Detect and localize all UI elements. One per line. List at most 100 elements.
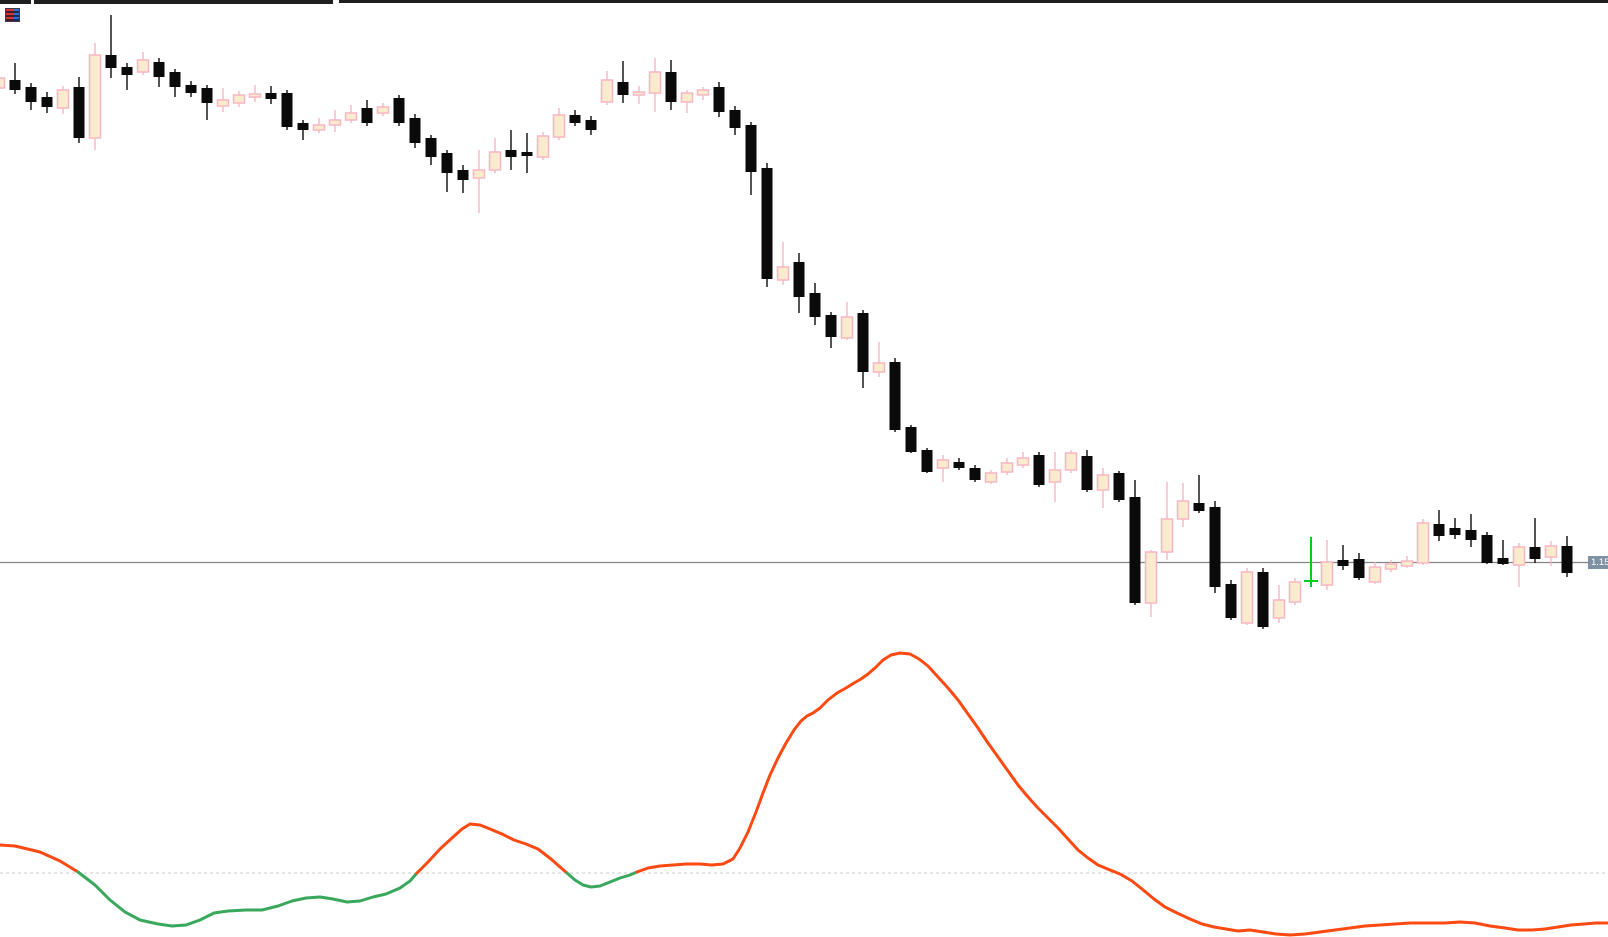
bull-candle-body	[1048, 469, 1062, 483]
bull-candle-body	[1368, 566, 1382, 583]
bull-candle-body	[1320, 561, 1334, 586]
bear-candle-body	[1129, 497, 1141, 603]
bear-candle-body	[409, 118, 421, 143]
bear-candle-body	[153, 62, 165, 77]
top-border-segment	[34, 0, 333, 4]
bear-candle-body	[393, 98, 405, 123]
bear-candle-body	[1529, 547, 1541, 559]
bear-candle-body	[41, 97, 53, 107]
bull-candle-body	[1512, 546, 1526, 566]
bull-candle-body	[56, 89, 70, 109]
bid-price-label: 1.15	[1588, 556, 1608, 569]
bull-candle-body	[328, 119, 342, 126]
bear-candle-body	[905, 427, 917, 452]
bear-candle-body	[265, 93, 277, 99]
bear-candle-body	[121, 67, 133, 75]
bear-candle-body	[1353, 559, 1365, 578]
bull-candle-body	[696, 89, 710, 96]
bull-candle-body	[312, 124, 326, 131]
bear-candle-body	[969, 468, 981, 480]
bear-candle-body	[761, 168, 773, 279]
bull-candle-body	[1064, 452, 1078, 471]
bull-candle-body	[216, 99, 230, 107]
chart-list-icon-right	[12, 9, 19, 21]
bear-candle-body	[201, 88, 213, 103]
bear-candle-body	[185, 85, 197, 93]
bear-candle-body	[889, 362, 901, 430]
bear-candle-body	[457, 170, 469, 180]
bear-candle-body	[1033, 455, 1045, 485]
bear-candle-body	[73, 87, 85, 138]
bull-candle-body	[632, 91, 646, 96]
bull-candle-body	[1272, 599, 1286, 619]
bear-candle-body	[745, 125, 757, 172]
bear-candle-body	[1209, 507, 1221, 587]
bull-candle-body	[136, 59, 150, 73]
bear-candle-body	[809, 293, 821, 317]
bear-candle-body	[1337, 560, 1349, 566]
bull-candle-body	[248, 93, 262, 98]
bull-candle-body	[344, 112, 358, 121]
bear-candle-body	[1497, 558, 1509, 564]
bear-candle-body	[1113, 473, 1125, 500]
bear-candle-body	[105, 55, 117, 68]
bear-candle-body	[9, 80, 21, 90]
bear-candle-body	[425, 138, 437, 157]
bull-candle-body	[1416, 522, 1430, 564]
bear-candle-body	[281, 93, 293, 127]
oscillator-line-segment	[76, 870, 419, 928]
bull-candle-body	[936, 459, 950, 469]
bear-candle-body	[169, 72, 181, 87]
oscillator-line-segment	[0, 843, 80, 874]
bear-candle-body	[921, 450, 933, 472]
bear-candle-body	[1081, 456, 1093, 490]
bear-candle-body	[953, 462, 965, 468]
bear-candle-body	[1257, 572, 1269, 627]
bull-candle-body	[88, 54, 102, 139]
bear-candle-body	[297, 123, 309, 130]
bear-candle-body	[585, 120, 597, 130]
bear-candle-body	[1481, 535, 1493, 563]
bull-candle-body	[1240, 571, 1254, 624]
bear-candle-body	[569, 115, 581, 123]
bull-candle-body	[1096, 474, 1110, 491]
bull-candle-body	[984, 472, 998, 483]
bull-candle-body	[680, 92, 694, 103]
bear-candle-body	[441, 153, 453, 173]
bull-candle-body	[648, 71, 662, 94]
bear-candle-body	[857, 313, 869, 372]
bear-candle-body	[361, 108, 373, 123]
bear-candle-body	[825, 315, 837, 337]
bull-candle-body	[840, 316, 854, 339]
bull-candle-body	[472, 169, 486, 179]
bear-candle-body	[1433, 524, 1445, 536]
bid-price-value: 1.15	[1591, 557, 1608, 568]
bear-candle-body	[505, 150, 517, 157]
bull-candle-body	[0, 77, 6, 89]
bull-candle-body	[1288, 581, 1302, 603]
bull-candle-body	[1384, 563, 1398, 570]
bull-candle-body	[1160, 518, 1174, 553]
bull-candle-body	[376, 106, 390, 114]
bear-candle-body	[25, 87, 37, 102]
bull-candle-body	[1176, 500, 1190, 520]
bear-candle-body	[729, 110, 741, 128]
chart-list-icon[interactable]	[5, 8, 20, 22]
bull-candle-body	[600, 79, 614, 103]
bear-candle-body	[1193, 503, 1205, 511]
top-border-segment	[339, 0, 1608, 3]
bull-candle-body	[1016, 457, 1030, 466]
bear-candle-body	[713, 87, 725, 112]
bull-candle-body	[536, 135, 550, 158]
bull-candle-body	[488, 151, 502, 171]
bear-candle-body	[617, 82, 629, 95]
bear-candle-body	[1561, 546, 1573, 573]
bull-candle-body	[552, 114, 566, 138]
bear-candle-body	[1225, 584, 1237, 618]
bull-candle-body	[1000, 462, 1014, 473]
top-border-segment	[0, 0, 31, 4]
bull-candle-body	[1544, 545, 1558, 558]
bull-candle-body	[1144, 551, 1158, 604]
